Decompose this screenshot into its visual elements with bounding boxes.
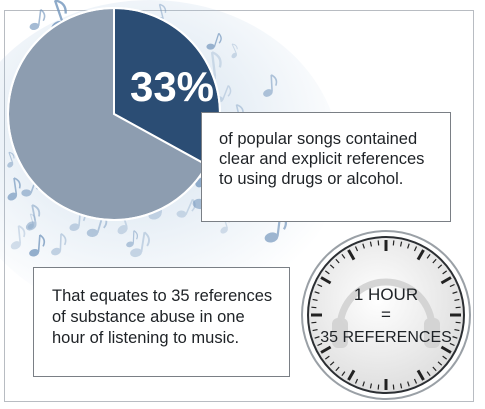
clock-minute-tick bbox=[407, 243, 410, 249]
clock-minute-tick bbox=[369, 383, 373, 389]
clock-line-1: 1 HOUR bbox=[354, 285, 418, 304]
clock-minute-tick bbox=[392, 384, 395, 390]
music-note-icon bbox=[51, 233, 67, 256]
clock-minute-tick bbox=[329, 361, 335, 366]
clock-minute-tick bbox=[455, 306, 461, 309]
clock-minute-tick bbox=[335, 258, 340, 264]
clock-minute-tick bbox=[369, 241, 373, 247]
clock-minute-tick bbox=[442, 270, 448, 275]
clock-minute-tick bbox=[452, 336, 458, 339]
clock-minute-tick bbox=[432, 366, 437, 372]
clock-minute-tick bbox=[407, 381, 410, 387]
clock-minute-tick bbox=[324, 270, 330, 275]
music-note-icon bbox=[10, 225, 26, 250]
clock-minute-tick bbox=[452, 291, 458, 294]
clock-minute-tick bbox=[377, 240, 380, 246]
clock-minute-tick bbox=[399, 383, 403, 389]
clock-minute-tick bbox=[392, 240, 395, 246]
clock-minute-tick bbox=[317, 342, 323, 347]
clock-hour-tick bbox=[347, 369, 356, 381]
clock-minute-tick bbox=[432, 258, 437, 264]
music-note-icon bbox=[29, 9, 46, 31]
clock-face bbox=[307, 236, 465, 394]
clock-minute-tick bbox=[413, 246, 418, 252]
clock-minute-tick bbox=[311, 321, 317, 324]
music-note-icon bbox=[206, 32, 222, 50]
clock-hour-tick bbox=[347, 249, 356, 261]
clock-minute-tick bbox=[442, 355, 448, 360]
music-note-icon bbox=[25, 204, 41, 231]
music-note-icon bbox=[29, 234, 46, 257]
clock-minute-tick bbox=[312, 328, 318, 332]
clock-hour-tick bbox=[320, 276, 332, 285]
clock-minute-tick bbox=[335, 366, 340, 372]
clock-minute-tick bbox=[454, 328, 460, 332]
clock-line-3: 35 REFERENCES bbox=[320, 329, 452, 346]
music-note-icon bbox=[7, 177, 21, 201]
music-note-icon bbox=[263, 74, 278, 97]
headphones-icon bbox=[332, 278, 440, 348]
clock-minute-tick bbox=[449, 283, 455, 288]
clock-minute-tick bbox=[324, 355, 330, 360]
clock-hour-tick bbox=[440, 345, 452, 354]
clock-minute-tick bbox=[362, 243, 365, 249]
music-note-icon bbox=[231, 43, 238, 59]
clock-minute-tick bbox=[312, 298, 318, 302]
clock-minute-tick bbox=[362, 381, 365, 387]
clock-minute-tick bbox=[449, 342, 455, 347]
clock-minute-tick bbox=[437, 264, 443, 269]
clock-minute-tick bbox=[341, 253, 346, 259]
music-note-icon bbox=[130, 231, 150, 258]
bottom-callout-text: That equates to 35 references of substan… bbox=[52, 287, 273, 347]
clock-minute-tick bbox=[329, 264, 335, 269]
clock-minute-tick bbox=[454, 298, 460, 302]
clock-minute-tick bbox=[377, 384, 380, 390]
clock-minute-tick bbox=[314, 291, 320, 294]
clock-minute-tick bbox=[314, 336, 320, 339]
clock-hour-tick bbox=[416, 249, 425, 261]
clock-minute-tick bbox=[354, 378, 359, 384]
music-note-icon bbox=[176, 198, 196, 218]
clock-minute-tick bbox=[341, 371, 346, 377]
clock-hour-tick bbox=[416, 369, 425, 381]
music-note-icon bbox=[7, 151, 15, 168]
clock-minute-tick bbox=[455, 321, 461, 324]
music-note-icon bbox=[126, 230, 138, 248]
clock-minute-tick bbox=[354, 246, 359, 252]
clock-line-2: = bbox=[381, 305, 391, 324]
clock-minute-tick bbox=[426, 253, 431, 259]
clock-minute-tick bbox=[317, 283, 323, 288]
clock-minute-tick bbox=[437, 361, 443, 366]
top-callout-text: of popular songs contained clear and exp… bbox=[219, 130, 425, 188]
clock-minute-tick bbox=[426, 371, 431, 377]
top-callout-box: of popular songs contained clear and exp… bbox=[201, 112, 451, 222]
clock-hour-tick bbox=[440, 276, 452, 285]
bottom-callout-box: That equates to 35 references of substan… bbox=[33, 267, 290, 377]
clock-minute-tick bbox=[311, 306, 317, 309]
music-note-icon bbox=[27, 213, 36, 230]
pie-slice-label: 33% bbox=[130, 63, 214, 110]
clock-hour-tick bbox=[320, 345, 332, 354]
clock-minute-tick bbox=[413, 378, 418, 384]
clock-minute-tick bbox=[399, 241, 403, 247]
